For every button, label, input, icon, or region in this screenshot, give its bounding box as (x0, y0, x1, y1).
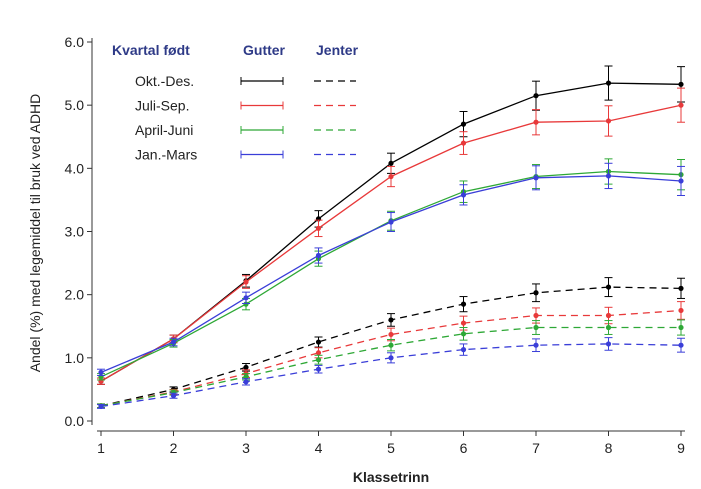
legend: Kvartal født Gutter Jenter Okt.-Des. Juli… (112, 42, 359, 163)
data-point (243, 364, 249, 370)
data-point (460, 192, 467, 198)
data-point (460, 347, 467, 353)
data-point (605, 173, 612, 179)
x-tick-label: 4 (315, 440, 323, 456)
data-point (243, 379, 249, 385)
data-point (678, 81, 684, 87)
y-axis-title: Andel (%) med legemiddel til bruk ved AD… (27, 94, 43, 373)
y-tick-label: 3.0 (65, 224, 85, 240)
data-point (98, 403, 104, 410)
data-point (460, 121, 467, 127)
x-tick-label: 2 (170, 440, 178, 456)
data-point (243, 301, 249, 307)
series-jan-mars-jenter (97, 337, 685, 410)
data-point (533, 175, 539, 181)
y-tick-label: 0.0 (65, 413, 85, 429)
data-point (605, 80, 612, 86)
axes: 0.0 1.0 2.0 3.0 4.0 5.0 6.0 1 2 3 4 5 6 7 8 9 (65, 34, 686, 456)
data-point (678, 307, 684, 314)
data-point (605, 312, 612, 319)
data-point (533, 119, 539, 125)
data-point (533, 324, 539, 331)
legend-label: April-Juni (135, 122, 193, 138)
data-point (678, 324, 684, 331)
legend-label: Juli-Sep. (135, 98, 189, 114)
data-point (170, 339, 177, 345)
data-point (315, 366, 322, 372)
x-tick-label: 3 (242, 440, 250, 456)
x-axis-title: Klassetrinn (353, 469, 429, 485)
data-point (605, 341, 612, 347)
data-point (533, 312, 539, 319)
data-point (388, 355, 394, 361)
data-point (460, 320, 467, 326)
data-point (388, 342, 394, 348)
y-tick-label: 6.0 (65, 34, 85, 50)
data-point (315, 350, 322, 356)
y-tick-label: 4.0 (65, 160, 85, 176)
data-point (533, 290, 539, 296)
data-point (388, 331, 394, 338)
data-point (170, 393, 177, 399)
series-line (100, 309, 682, 407)
data-point (98, 369, 104, 375)
data-point (243, 295, 249, 301)
data-point (678, 342, 684, 348)
data-point (605, 118, 612, 124)
series-line (100, 326, 681, 407)
data-point (678, 178, 684, 184)
data-point (678, 285, 684, 291)
legend-label: Jan.-Mars (135, 147, 197, 163)
data-point (388, 173, 394, 180)
data-point (460, 140, 467, 146)
legend-label: Okt.-Des. (135, 73, 194, 89)
data-point (243, 279, 249, 285)
data-point (605, 284, 612, 290)
series-jan-mars-gutter (97, 162, 685, 377)
x-tick-label: 8 (605, 440, 613, 456)
data-point (678, 102, 684, 108)
x-tick-label: 1 (97, 440, 105, 456)
series-layer (97, 65, 685, 410)
data-point (460, 331, 467, 337)
data-point (533, 93, 539, 99)
y-tick-label: 5.0 (65, 97, 85, 113)
legend-title: Kvartal født (112, 42, 190, 58)
x-tick-label: 6 (460, 440, 468, 456)
data-point (243, 374, 249, 380)
legend-col-jenter: Jenter (316, 42, 359, 58)
y-tick-label: 2.0 (65, 287, 85, 303)
x-tick-label: 5 (387, 440, 395, 456)
legend-col-gutter: Gutter (243, 42, 286, 58)
data-point (388, 317, 394, 323)
data-point (315, 225, 322, 231)
data-point (460, 301, 467, 307)
data-point (388, 160, 394, 166)
data-point (605, 324, 612, 331)
data-point (388, 219, 394, 225)
data-point (315, 357, 322, 363)
data-point (315, 252, 322, 259)
x-tick-label: 9 (677, 440, 685, 456)
x-tick-label: 7 (532, 440, 540, 456)
data-point (315, 339, 322, 345)
data-point (533, 342, 539, 348)
y-tick-label: 1.0 (65, 350, 85, 366)
